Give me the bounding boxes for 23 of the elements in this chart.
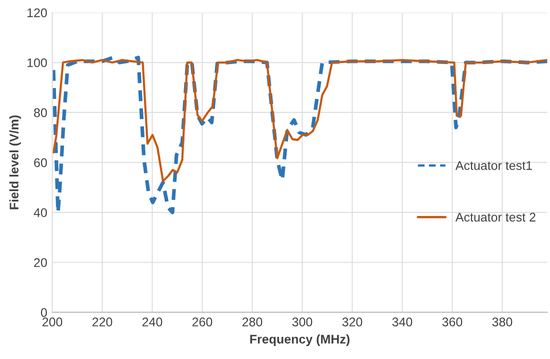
y-tick-label: 120	[27, 8, 47, 18]
y-tick-label: 40	[34, 208, 47, 218]
y-tick-label: 60	[34, 158, 47, 168]
x-tick-label: 340	[392, 318, 412, 326]
y-axis-title: Field level (V/m)	[9, 115, 21, 210]
x-tick-label: 240	[142, 318, 162, 326]
x-tick-label: 300	[292, 318, 312, 326]
y-tick-label: 0	[40, 308, 47, 317]
x-tick-label: 320	[342, 318, 362, 326]
x-tick-label: 360	[442, 318, 462, 326]
x-tick-label: 220	[92, 318, 112, 326]
x-tick-label: 260	[192, 318, 212, 326]
x-axis-title: Frequency (MHz)	[250, 334, 350, 346]
x-tick-label: 280	[242, 318, 262, 326]
y-tick-label: 100	[27, 58, 47, 68]
y-tick-label: 20	[34, 258, 47, 268]
x-tick-label: 200	[42, 318, 62, 326]
legend-label: Actuator test 2	[455, 212, 536, 222]
line-series	[52, 56, 548, 214]
line-series	[52, 58, 548, 182]
legend-label: Actuator test1	[455, 161, 532, 170]
y-tick-label: 80	[34, 108, 47, 118]
x-tick-label: 380	[492, 318, 512, 326]
